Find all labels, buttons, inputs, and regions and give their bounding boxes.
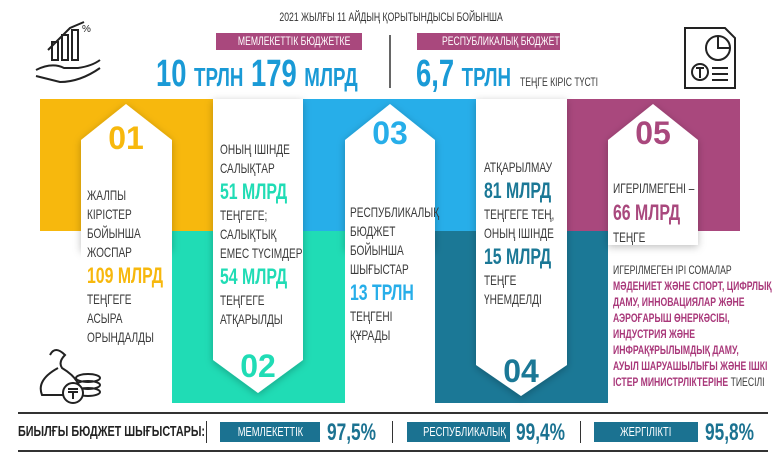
highlight-value: 13 ТРЛН xyxy=(350,280,414,305)
ministry-line: АУЫЛ ШАРУАШЫЛЫҒЫ ЖӘНЕ ІШКІ xyxy=(613,359,768,373)
text-line: ТЕҢГЕНІ xyxy=(350,308,393,324)
text-line: ТЕҢГЕ xyxy=(484,272,517,288)
footer-top-rule xyxy=(18,412,768,414)
footer-separator xyxy=(206,421,207,443)
text-line: ТЕҢГЕ xyxy=(613,229,646,245)
highlight-value: 51 МЛРД xyxy=(220,179,288,204)
republic-budget-total: 6,7 ТРЛН xyxy=(416,53,512,95)
footer-value-republic: 99,4% xyxy=(516,419,566,446)
text-line: ОНЫҢ ІШІНДЕ xyxy=(220,141,290,157)
state-budget-total: 10 ТРЛН 179 МЛРД xyxy=(156,53,358,95)
text-line: РЕСПУБЛИКАЛЫҚ xyxy=(350,204,440,220)
text-line: ТЕҢГЕГЕ ТЕҢ, xyxy=(484,206,555,222)
text-line: ТЕҢГЕГЕ; xyxy=(220,207,268,223)
ministry-line: ДАМУ, ИННОВАЦИЯЛАР ЖӘНЕ xyxy=(613,295,745,309)
text-line: ШЫҒЫСТАР xyxy=(350,261,409,277)
footer-separator xyxy=(580,421,581,443)
highlight-value: 81 МЛРД xyxy=(484,178,552,203)
text-line: ЕМЕС ТҮСІМДЕР xyxy=(220,245,303,261)
page-title: 2021 ЖЫЛҒЫ 11 АЙДЫҢ ҚОРЫТЫНДЫСЫ БОЙЫНША xyxy=(279,10,503,24)
text-line: ОРЫНДАЛДЫ xyxy=(87,329,154,345)
step-text-05: ИГЕРІЛМЕГЕНІ – 66 МЛРД ТЕҢГЕ xyxy=(613,178,726,248)
text-line: АСЫРА xyxy=(87,310,123,326)
text-line: САЛЫҚТЫҚ xyxy=(220,226,277,242)
step-number-05: 05 xyxy=(635,115,671,151)
ministry-line: ИНФРАҚҰРЫЛЫМДЫҚ ДАМУ, xyxy=(613,343,739,357)
text-line: ЖАЛПЫ xyxy=(87,187,127,203)
arrow-04 xyxy=(476,99,567,396)
text-line: ҚҰРАДЫ xyxy=(350,327,391,343)
arrow-05 xyxy=(608,104,698,245)
state-budget-tag: МЕМЛЕКЕТТІК БЮДЖЕТКЕ xyxy=(216,33,362,50)
text-line: ЖОСПАР xyxy=(87,244,132,260)
ministry-line: ИНДУСТРИЯ ЖӘНЕ xyxy=(613,327,696,341)
unspent-list: ИГЕРІЛМЕГЕН ІРІ СОМАЛАР МӘДЕНИЕТ ЖӘНЕ СП… xyxy=(613,262,782,390)
unspent-suffix: ТИЕСІЛІ xyxy=(730,375,765,389)
footer-value-local: 95,8% xyxy=(705,419,755,446)
step-number-03: 03 xyxy=(372,115,408,151)
footer-box-republic: РЕСПУБЛИКАЛЫҚ xyxy=(407,422,510,442)
republic-budget-tag: РЕСПУБЛИКАЛЫҚ БЮДЖЕТКЕ xyxy=(417,33,560,50)
footer-box-local: ЖЕРГІЛІКТІ xyxy=(594,422,698,442)
step-number-01: 01 xyxy=(108,120,144,156)
text-line: ТЕҢГЕГЕ xyxy=(87,291,132,307)
footer-label: БИЫЛҒЫ БЮДЖЕТ ШЫҒЫСТАРЫ: xyxy=(18,423,206,440)
footer-box-state: МЕМЛЕКЕТТІК xyxy=(220,422,320,442)
report-pie-icon xyxy=(684,27,736,89)
republic-budget-suffix: ТЕҢГЕ КІРІС ТҮСТІ xyxy=(520,75,599,89)
footer-value-state: 97,5% xyxy=(327,419,377,446)
text-line: ИГЕРІЛМЕГЕНІ – xyxy=(613,180,695,196)
ministry-line: АЭРОҒАРЫШ ӨНЕРКӘСІБІ, xyxy=(613,311,730,325)
step-text-02: ОНЫҢ ІШІНДЕ САЛЫҚТАР 51 МЛРД ТЕҢГЕГЕ; САЛЫҚТ… xyxy=(220,140,335,329)
text-line: АТҚАРЫЛДЫ xyxy=(220,311,283,327)
unspent-heading: ИГЕРІЛМЕГЕН ІРІ СОМАЛАР xyxy=(613,263,732,277)
step-text-03: РЕСПУБЛИКАЛЫҚ БЮДЖЕТ БОЙЫНША ШЫҒЫСТАР 13 ТРЛ… xyxy=(350,203,474,345)
growth-chart-hand-icon: % xyxy=(35,21,101,84)
footer-separator xyxy=(392,421,393,443)
footer-bottom-rule xyxy=(18,450,768,452)
money-bag-icon xyxy=(39,349,101,404)
text-line: БОЙЫНША xyxy=(87,225,141,241)
text-line: БОЙЫНША xyxy=(350,242,404,258)
step-number-04: 04 xyxy=(503,353,539,389)
step-text-04: АТҚАРЫЛМАУ 81 МЛРД ТЕҢГЕГЕ ТЕҢ, ОНЫҢ ІШІНДЕ… xyxy=(484,158,582,309)
ministry-line: ІСТЕР МИНИСТРЛІКТЕРІНЕ xyxy=(613,375,729,389)
text-line: ТЕҢГЕГЕ xyxy=(220,292,265,308)
svg-text:%: % xyxy=(82,24,91,35)
highlight-value: 15 МЛРД xyxy=(484,244,552,269)
text-line: ОНЫҢ ІШІНДЕ xyxy=(484,225,554,241)
step-number-02: 02 xyxy=(240,348,276,384)
highlight-value: 54 МЛРД xyxy=(220,264,288,289)
highlight-value: 109 МЛРД xyxy=(87,263,163,288)
text-line: БЮДЖЕТ xyxy=(350,223,396,239)
highlight-value: 66 МЛРД xyxy=(613,200,681,225)
ministry-line: МӘДЕНИЕТ ЖӘНЕ СПОРТ, ЦИФРЛЫҚ xyxy=(613,279,772,293)
text-line: АТҚАРЫЛМАУ xyxy=(484,159,553,175)
arrow-02 xyxy=(213,99,303,393)
text-line: КІРІСТЕР xyxy=(87,206,132,222)
text-line: ҮНЕМДЕЛДІ xyxy=(484,291,542,307)
step-text-01: ЖАЛПЫ КІРІСТЕР БОЙЫНША ЖОСПАР 109 МЛРД ТЕҢГЕГ… xyxy=(87,186,193,347)
text-line: САЛЫҚТАР xyxy=(220,160,275,176)
